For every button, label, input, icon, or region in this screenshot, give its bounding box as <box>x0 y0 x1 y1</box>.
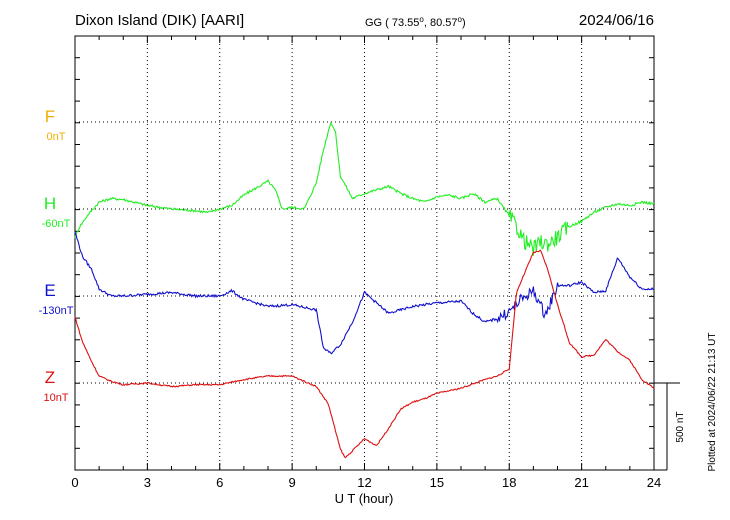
x-tick-label: 6 <box>216 475 223 490</box>
coords-label: GG ( 73.55o, 80.57o) <box>365 15 466 29</box>
x-tick-label: 24 <box>647 475 661 490</box>
component-baseline-F: 0nT <box>47 131 66 143</box>
trace-Z <box>74 249 655 459</box>
x-tick-label: 12 <box>357 475 371 490</box>
component-name-Z: Z <box>45 368 55 387</box>
x-tick-label: 21 <box>574 475 588 490</box>
date-label: 2024/06/16 <box>579 12 654 29</box>
degree-sign-lon: o <box>458 15 463 24</box>
trace-H <box>74 121 655 256</box>
component-name-F: F <box>45 107 55 126</box>
component-baseline-H: -60nT <box>42 218 71 230</box>
component-name-E: E <box>44 281 55 300</box>
coords-lon: , 80.57 <box>424 17 458 29</box>
component-name-H: H <box>44 194 56 213</box>
component-traces <box>74 121 655 459</box>
component-baseline-Z: 10nT <box>43 392 68 404</box>
x-tick-label: 9 <box>289 475 296 490</box>
x-axis-label: U T (hour) <box>335 491 394 506</box>
x-tick-label: 18 <box>502 475 516 490</box>
trace-E <box>74 231 655 355</box>
coords-end: ) <box>462 17 466 29</box>
degree-sign-lat: o <box>419 15 424 24</box>
scale-bar: 500 nT <box>654 382 686 471</box>
station-title: Dixon Island (DIK) [AARI] <box>75 12 244 29</box>
x-tick-label: 3 <box>144 475 151 490</box>
plotted-at-label: Plotted at 2024/06/22 21:13 UT <box>707 333 718 472</box>
scale-bar-label: 500 nT <box>675 411 686 442</box>
coords-lat: GG ( 73.55 <box>365 17 419 29</box>
component-baseline-E: -130nT <box>39 305 74 317</box>
x-tick-labels: 0 3 6 9 12 15 18 21 24 <box>71 475 661 490</box>
x-tick-label: 15 <box>430 475 444 490</box>
x-tick-label: 0 <box>71 475 78 490</box>
component-labels: F 0nT H -60nT E -130nT Z 10nT <box>39 107 74 404</box>
grid-lines <box>75 36 654 470</box>
